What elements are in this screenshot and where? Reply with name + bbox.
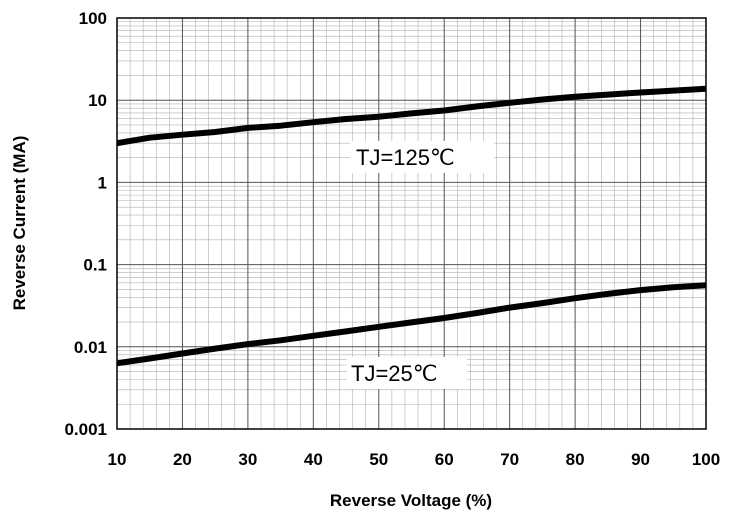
x-tick-label: 90: [631, 450, 650, 469]
series-label-bg-125: [350, 141, 494, 173]
x-tick-label: 80: [566, 450, 585, 469]
y-tick-label: 0.1: [83, 256, 107, 275]
y-tick-label: 0.01: [74, 338, 107, 357]
y-tick-label: 10: [88, 91, 107, 110]
series-lines: [116, 85, 707, 367]
x-tick-label: 30: [238, 450, 257, 469]
x-tick-label: 20: [173, 450, 192, 469]
x-tick-label: 10: [108, 450, 127, 469]
x-tick-labels: 10 20 30 40 50 60 70 80 90 100: [108, 450, 721, 469]
series-line-1: [116, 282, 707, 367]
x-tick-label: 70: [500, 450, 519, 469]
series-label-125: TJ=125℃: [356, 145, 455, 170]
grid-minor: [117, 18, 706, 429]
y-axis-title: Reverse Current (MA): [10, 136, 29, 311]
plot-frame: [116, 17, 707, 430]
y-tick-labels: 0.001 0.01 0.1 1 10 100: [64, 9, 107, 439]
x-tick-label: 50: [369, 450, 388, 469]
series-label-25: TJ=25℃: [351, 361, 437, 386]
x-tick-label: 40: [304, 450, 323, 469]
x-tick-label: 60: [435, 450, 454, 469]
x-axis-title: Reverse Voltage (%): [330, 491, 492, 510]
x-tick-label: 100: [692, 450, 720, 469]
series-label-bg-25: [347, 357, 467, 389]
y-tick-label: 1: [98, 173, 107, 192]
y-tick-label: 100: [79, 9, 107, 28]
y-tick-label: 0.001: [64, 420, 107, 439]
series-line-0: [116, 85, 707, 147]
